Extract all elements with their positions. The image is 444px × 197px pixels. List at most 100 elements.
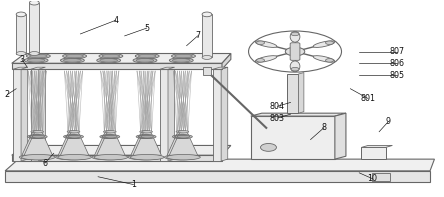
Ellipse shape xyxy=(63,54,87,59)
Bar xyxy=(16,14,26,54)
Ellipse shape xyxy=(139,135,151,138)
Ellipse shape xyxy=(69,131,80,133)
Ellipse shape xyxy=(177,135,190,138)
Ellipse shape xyxy=(139,135,156,139)
Text: 4: 4 xyxy=(113,16,118,25)
Polygon shape xyxy=(5,159,434,171)
Polygon shape xyxy=(133,132,161,155)
Ellipse shape xyxy=(178,131,189,133)
Ellipse shape xyxy=(128,154,162,160)
Ellipse shape xyxy=(139,54,156,58)
Polygon shape xyxy=(24,132,52,155)
Ellipse shape xyxy=(56,154,89,160)
Ellipse shape xyxy=(142,131,152,133)
Polygon shape xyxy=(58,132,87,155)
Ellipse shape xyxy=(261,143,277,151)
Ellipse shape xyxy=(313,41,335,47)
Ellipse shape xyxy=(102,54,120,58)
Ellipse shape xyxy=(290,31,300,42)
Bar xyxy=(373,173,390,181)
Text: 9: 9 xyxy=(385,117,391,126)
Ellipse shape xyxy=(29,0,39,5)
Ellipse shape xyxy=(136,135,154,139)
Polygon shape xyxy=(60,132,89,155)
Ellipse shape xyxy=(136,59,154,62)
Polygon shape xyxy=(13,67,28,69)
Circle shape xyxy=(291,67,299,71)
Polygon shape xyxy=(31,67,45,69)
Ellipse shape xyxy=(135,54,159,59)
Ellipse shape xyxy=(176,131,186,133)
Ellipse shape xyxy=(19,154,53,160)
Ellipse shape xyxy=(27,135,45,139)
Ellipse shape xyxy=(174,135,192,139)
Ellipse shape xyxy=(31,131,41,133)
Polygon shape xyxy=(97,132,125,155)
Polygon shape xyxy=(169,132,198,155)
Circle shape xyxy=(325,59,333,62)
Polygon shape xyxy=(335,113,346,159)
Ellipse shape xyxy=(313,56,335,62)
Text: 807: 807 xyxy=(389,47,404,56)
Ellipse shape xyxy=(171,54,195,59)
Text: 2: 2 xyxy=(5,90,10,99)
Circle shape xyxy=(249,31,341,72)
Ellipse shape xyxy=(29,54,47,58)
Circle shape xyxy=(257,41,265,45)
Polygon shape xyxy=(251,113,346,116)
FancyBboxPatch shape xyxy=(290,43,300,60)
Ellipse shape xyxy=(141,135,153,138)
Text: 5: 5 xyxy=(144,24,149,33)
Polygon shape xyxy=(12,145,231,155)
Ellipse shape xyxy=(58,154,91,160)
Polygon shape xyxy=(12,63,222,69)
Bar xyxy=(202,67,211,75)
Polygon shape xyxy=(168,67,174,161)
Ellipse shape xyxy=(100,59,118,62)
Ellipse shape xyxy=(290,61,300,72)
Ellipse shape xyxy=(97,58,121,63)
Polygon shape xyxy=(222,54,231,69)
Ellipse shape xyxy=(174,54,192,58)
Ellipse shape xyxy=(68,135,81,138)
Ellipse shape xyxy=(92,154,126,160)
Ellipse shape xyxy=(172,59,190,62)
Ellipse shape xyxy=(66,54,83,58)
Bar xyxy=(213,69,221,161)
Ellipse shape xyxy=(105,135,117,138)
Ellipse shape xyxy=(140,131,151,133)
Bar xyxy=(31,69,39,161)
Bar xyxy=(160,69,168,161)
Polygon shape xyxy=(22,132,50,155)
Bar xyxy=(251,116,335,159)
Ellipse shape xyxy=(66,135,79,138)
Circle shape xyxy=(257,59,265,62)
Ellipse shape xyxy=(33,131,44,133)
Text: 8: 8 xyxy=(321,123,326,132)
Ellipse shape xyxy=(131,154,164,160)
Ellipse shape xyxy=(166,154,200,160)
Polygon shape xyxy=(95,132,123,155)
Ellipse shape xyxy=(67,131,78,133)
Ellipse shape xyxy=(164,154,198,160)
Ellipse shape xyxy=(169,58,193,63)
Circle shape xyxy=(285,47,305,56)
Ellipse shape xyxy=(103,135,115,138)
Polygon shape xyxy=(221,67,228,161)
Ellipse shape xyxy=(66,135,83,139)
Ellipse shape xyxy=(99,54,123,59)
Text: 10: 10 xyxy=(368,174,377,183)
Bar xyxy=(287,74,298,113)
Text: 801: 801 xyxy=(361,94,376,103)
Ellipse shape xyxy=(29,52,39,56)
Polygon shape xyxy=(12,155,222,161)
Text: 6: 6 xyxy=(43,159,48,168)
Ellipse shape xyxy=(26,54,50,59)
Ellipse shape xyxy=(63,59,81,62)
Polygon shape xyxy=(5,171,430,182)
Circle shape xyxy=(291,32,299,36)
Ellipse shape xyxy=(21,154,55,160)
Ellipse shape xyxy=(255,41,277,47)
Bar xyxy=(29,3,39,54)
Ellipse shape xyxy=(94,154,128,160)
